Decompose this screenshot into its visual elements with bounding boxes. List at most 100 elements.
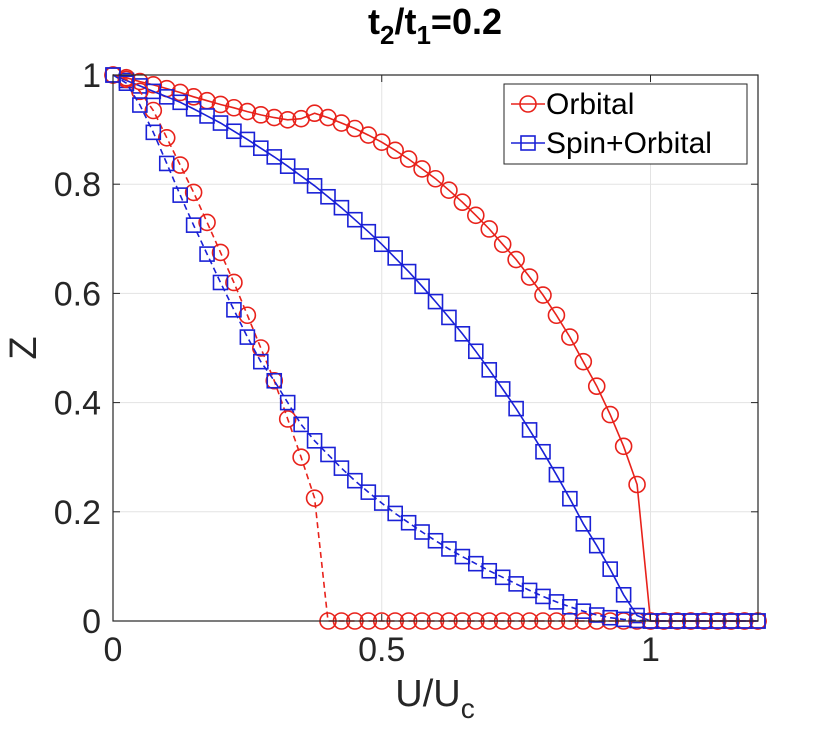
data-point — [587, 377, 606, 396]
data-point — [360, 223, 377, 240]
data-point — [279, 158, 296, 174]
data-point — [144, 101, 163, 120]
data-point — [601, 405, 619, 424]
data-point — [252, 106, 270, 124]
y-tick-label: 0.6 — [54, 275, 101, 313]
chart-title: t2/t1=0.2 — [368, 1, 502, 50]
axes-box — [112, 74, 759, 622]
data-point — [225, 98, 243, 117]
data-point — [520, 268, 539, 286]
y-tick-label: 1 — [82, 57, 101, 95]
data-point — [481, 562, 498, 579]
data-point — [360, 484, 377, 500]
data-point — [574, 352, 593, 371]
data-point — [467, 206, 485, 225]
data-point — [440, 181, 458, 200]
data-point — [426, 169, 445, 188]
data-point — [493, 235, 512, 254]
data-point — [481, 362, 498, 378]
legend-item-circle: Orbital — [511, 88, 634, 121]
data-point — [293, 416, 309, 433]
y-tick-label: 0.2 — [54, 494, 101, 532]
legend-label: Spin+Orbital — [546, 127, 712, 160]
data-point — [266, 372, 283, 389]
data-point — [372, 133, 391, 151]
data-point — [347, 472, 363, 489]
y-tick-label: 0 — [82, 603, 101, 641]
data-point — [387, 505, 403, 522]
data-point — [279, 394, 296, 411]
y-axis-label: Z — [3, 336, 45, 359]
data-point — [441, 309, 457, 326]
data-point — [117, 70, 136, 89]
data-point — [238, 306, 257, 325]
legend: Orbital Spin+Orbital — [503, 83, 748, 165]
data-point — [628, 475, 646, 494]
x-tick-label: 0.5 — [358, 631, 405, 669]
data-point — [278, 410, 297, 428]
data-point — [427, 293, 444, 310]
data-point — [562, 490, 578, 507]
legend-item-square: Spin+Orbital — [511, 127, 712, 160]
data-point — [171, 156, 189, 174]
data-point — [226, 123, 242, 140]
data-point — [575, 516, 592, 532]
data-point — [468, 343, 484, 360]
data-point — [212, 115, 229, 131]
data-point — [320, 446, 336, 463]
data-point — [615, 586, 632, 603]
legend-marker — [520, 135, 536, 151]
data-point — [320, 188, 336, 205]
data-point — [184, 88, 203, 106]
data-point — [414, 278, 430, 295]
data-point — [265, 108, 284, 127]
data-point — [534, 286, 552, 304]
data-point — [211, 243, 230, 262]
data-point — [157, 128, 176, 147]
data-point — [226, 301, 242, 318]
data-point — [185, 217, 202, 233]
data-point — [265, 371, 284, 390]
legend-marker — [519, 95, 537, 113]
data-point — [198, 213, 216, 232]
data-point — [414, 524, 430, 540]
data-point — [252, 339, 270, 357]
data-point — [400, 263, 417, 280]
data-point — [347, 211, 363, 228]
data-point — [306, 433, 323, 449]
data-point — [535, 588, 551, 605]
data-point — [588, 537, 605, 554]
data-point — [548, 466, 565, 483]
data-point — [508, 576, 524, 592]
data-point — [507, 250, 525, 269]
data-point — [132, 97, 148, 113]
data-point — [145, 124, 162, 141]
data-point — [238, 102, 257, 121]
data-point — [131, 72, 149, 91]
data-point — [359, 126, 378, 144]
data-point — [400, 514, 417, 531]
data-point — [333, 199, 350, 216]
y-tick-label: 0.8 — [54, 166, 101, 204]
data-point — [305, 104, 324, 123]
x-tick-label: 0 — [104, 631, 123, 669]
data-point — [602, 561, 618, 577]
data-point — [171, 83, 189, 102]
data-point — [494, 381, 511, 397]
data-point — [253, 353, 269, 370]
data-point — [278, 110, 297, 129]
data-point — [521, 422, 538, 438]
data-point — [427, 532, 444, 549]
data-point — [266, 149, 283, 165]
data-point — [333, 460, 350, 476]
data-point — [387, 250, 403, 266]
data-point — [158, 155, 175, 172]
data-point — [225, 273, 243, 292]
data-point — [413, 160, 431, 178]
data-point — [199, 246, 215, 262]
data-point — [305, 489, 324, 507]
data-point — [480, 220, 499, 238]
legend-label: Orbital — [546, 88, 634, 121]
legend-box — [503, 83, 748, 165]
data-point — [454, 326, 471, 342]
